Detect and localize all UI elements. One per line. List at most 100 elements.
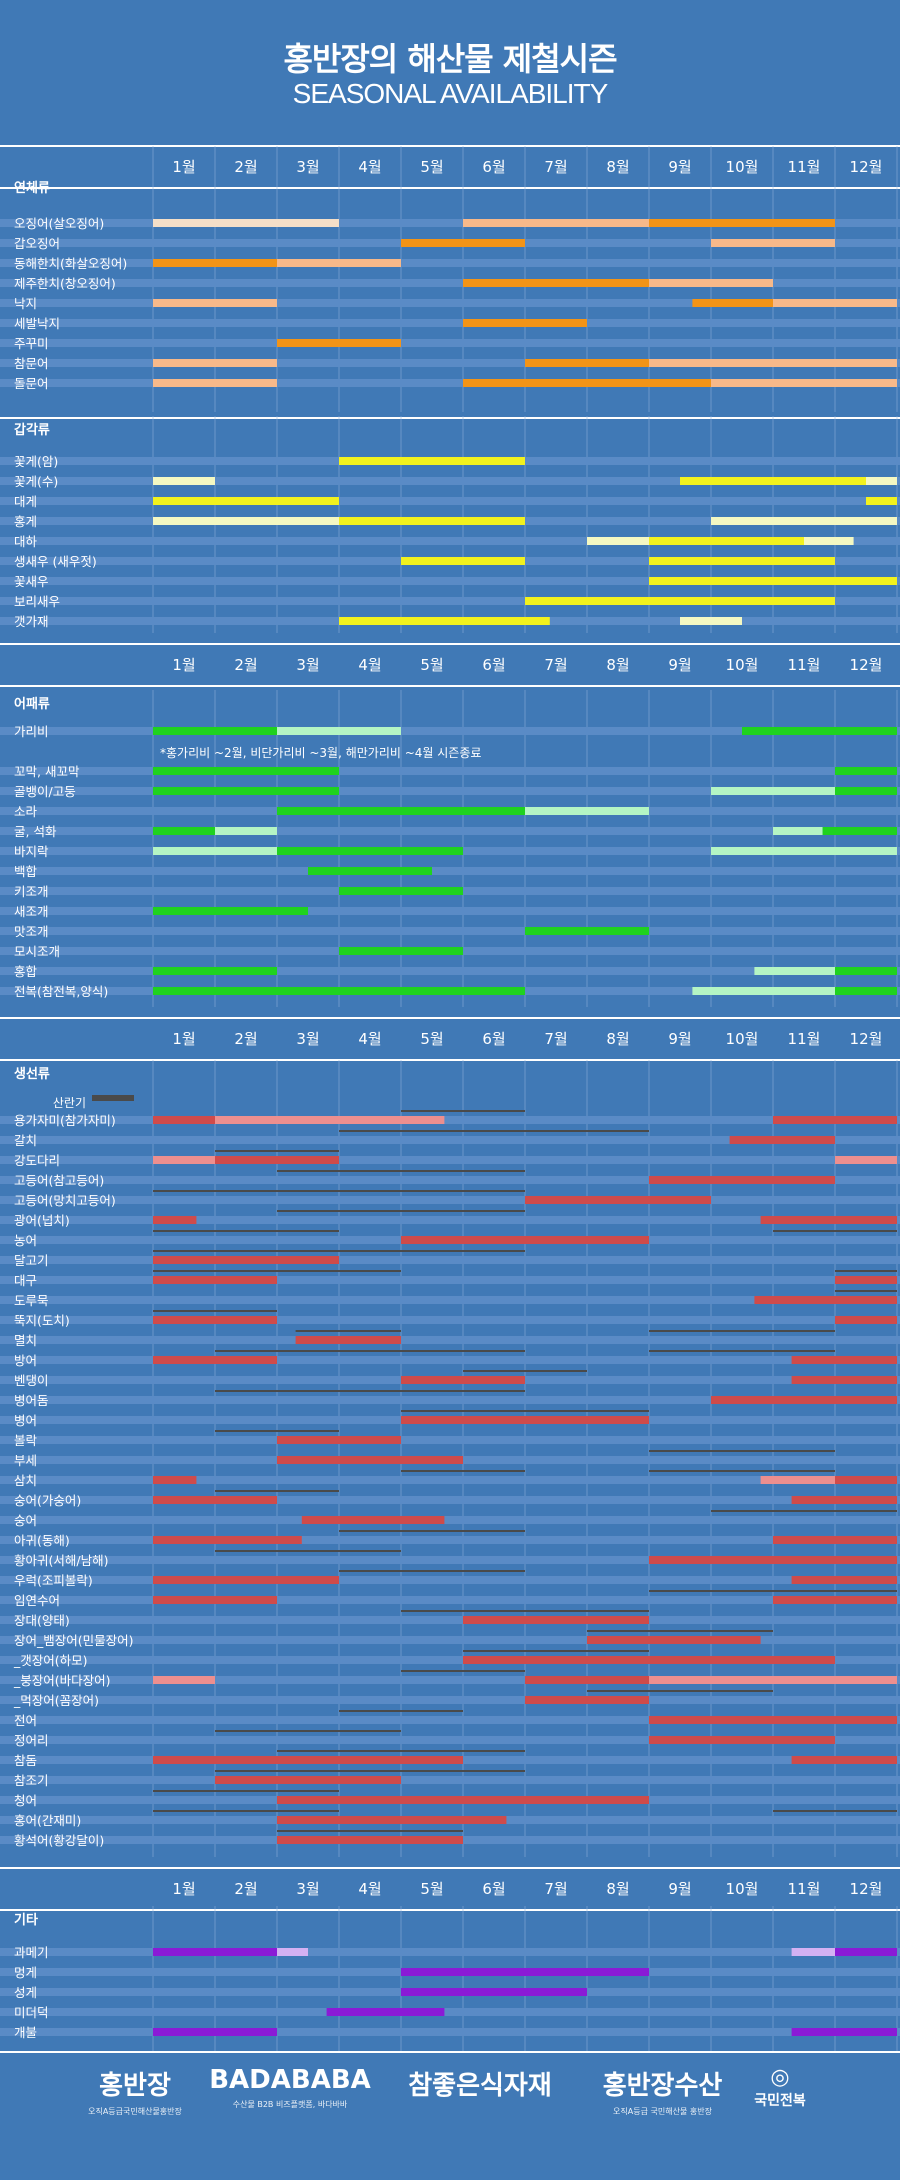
row-track xyxy=(0,219,900,227)
row-track xyxy=(0,1276,900,1284)
row-label: 갈치 xyxy=(14,1133,37,1148)
season-bar xyxy=(680,617,742,625)
row-track xyxy=(0,319,900,327)
row-label: 삼치 xyxy=(14,1473,37,1488)
row-track xyxy=(0,1716,900,1724)
spawn-bar xyxy=(401,1470,525,1472)
season-bar xyxy=(277,1796,649,1804)
season-bar xyxy=(680,477,866,485)
season-bar xyxy=(153,1756,463,1764)
spawn-bar xyxy=(215,1770,525,1772)
row-label: 소라 xyxy=(14,804,38,819)
season-bar xyxy=(326,2008,445,2016)
spawn-bar xyxy=(339,1570,525,1572)
month-label: 2월 xyxy=(234,1880,257,1898)
season-bar xyxy=(463,219,649,227)
season-bar xyxy=(153,359,277,367)
month-label: 1월 xyxy=(172,1030,195,1048)
spawn-bar xyxy=(215,1430,339,1432)
row-label: 광어(넙치) xyxy=(14,1213,70,1228)
season-bar xyxy=(835,787,897,795)
season-bar xyxy=(525,359,649,367)
row-label: 과메기 xyxy=(14,1945,49,1960)
season-bar xyxy=(401,239,525,247)
row-track xyxy=(0,2008,900,2016)
month-label: 10월 xyxy=(726,1880,759,1898)
season-bar xyxy=(711,239,835,247)
row-label: 전어 xyxy=(14,1713,37,1728)
season-bar xyxy=(153,787,339,795)
row-track xyxy=(0,259,900,267)
season-bar xyxy=(754,1296,897,1304)
row-label: _먹장어(꼼장어) xyxy=(13,1693,99,1708)
row-label: 참문어 xyxy=(14,356,49,371)
season-bar xyxy=(711,517,897,525)
row-label: 우럭(조피볼락) xyxy=(14,1573,93,1588)
spawn-bar xyxy=(339,1130,649,1132)
season-bar xyxy=(277,847,463,855)
row-track xyxy=(0,1496,900,1504)
season-bar xyxy=(153,1536,302,1544)
spawn-bar xyxy=(339,1530,525,1532)
row-track xyxy=(0,359,900,367)
season-bar xyxy=(153,477,215,485)
season-bar xyxy=(649,1736,835,1744)
row-track xyxy=(0,299,900,307)
season-bar xyxy=(835,1476,897,1484)
spawn-bar xyxy=(401,1110,525,1112)
row-track xyxy=(0,827,900,835)
spawn-bar xyxy=(773,1810,897,1812)
season-bar xyxy=(692,299,773,307)
season-bar xyxy=(153,1256,339,1264)
row-label: 정어리 xyxy=(14,1733,49,1748)
row-track xyxy=(0,379,900,387)
season-bar xyxy=(525,1676,649,1684)
month-label: 11월 xyxy=(788,158,821,176)
row-track xyxy=(0,1556,900,1564)
row-track xyxy=(0,577,900,585)
season-bar xyxy=(804,537,854,545)
row-label: 청어 xyxy=(14,1793,37,1808)
month-label: 8월 xyxy=(606,1030,629,1048)
season-bar xyxy=(525,597,835,605)
row-label: 맛조개 xyxy=(14,924,49,939)
row-label: 꽃게(암) xyxy=(14,454,58,469)
row-label: 모시조개 xyxy=(14,944,60,959)
season-bar xyxy=(153,379,277,387)
row-track xyxy=(0,1436,900,1444)
season-bar xyxy=(649,577,897,585)
season-bar xyxy=(153,727,277,735)
spawn-bar xyxy=(649,1590,897,1592)
season-bar xyxy=(401,1376,525,1384)
season-bar xyxy=(791,1496,897,1504)
spawn-bar xyxy=(649,1350,835,1352)
row-track xyxy=(0,339,900,347)
season-bar xyxy=(791,1948,835,1956)
spawn-bar xyxy=(463,1370,587,1372)
month-label: 9월 xyxy=(668,1030,691,1048)
month-label: 5월 xyxy=(420,158,443,176)
row-track xyxy=(0,1356,900,1364)
season-bar xyxy=(649,557,835,565)
month-label: 10월 xyxy=(726,656,759,674)
row-label: 볼락 xyxy=(14,1433,38,1448)
season-bar xyxy=(649,359,897,367)
row-track xyxy=(0,477,900,485)
season-bar xyxy=(153,1356,277,1364)
season-bar xyxy=(822,827,897,835)
month-label: 12월 xyxy=(850,656,883,674)
row-label: 방어 xyxy=(14,1353,37,1368)
row-label: 굴, 석화 xyxy=(14,824,57,839)
row-track xyxy=(0,1656,900,1664)
row-label: _붕장어(바다장어) xyxy=(13,1673,111,1688)
season-bar xyxy=(742,727,897,735)
season-bar xyxy=(153,907,308,915)
spawn-bar xyxy=(835,1270,897,1272)
month-label: 10월 xyxy=(726,1030,759,1048)
spawn-bar xyxy=(401,1670,525,1672)
row-track xyxy=(0,927,900,935)
row-label: 홍합 xyxy=(14,964,38,979)
season-bar xyxy=(153,827,215,835)
month-label: 4월 xyxy=(358,158,381,176)
row-track xyxy=(0,1336,900,1344)
